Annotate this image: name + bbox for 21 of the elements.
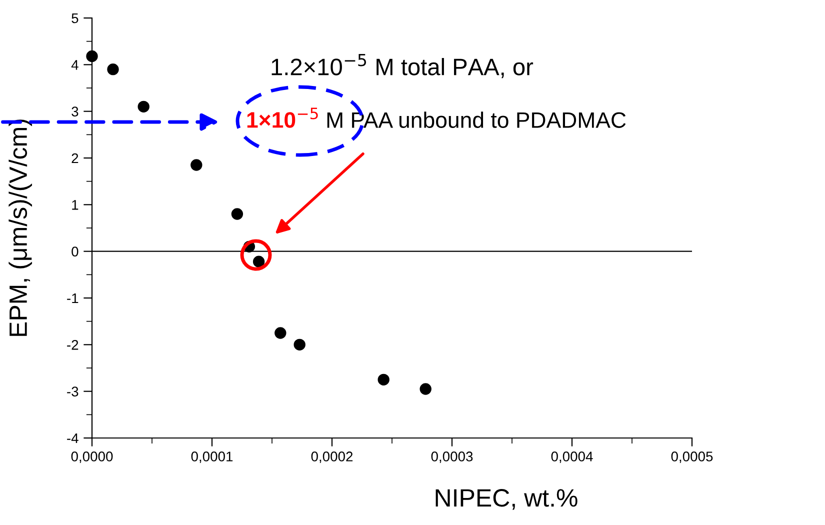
y-tick-label: -1	[67, 293, 78, 304]
x-tick-label: 0,0005	[671, 452, 713, 464]
x-tick-label: 0,0003	[431, 452, 473, 464]
y-tick-label: -3	[67, 386, 78, 397]
x-axis-title: NIPEC, wt.%	[436, 489, 578, 510]
y-tick-label: -2	[67, 340, 78, 350]
y-tick-label: 4	[71, 60, 78, 70]
annotation: 1.2×10$^{−5}$ M total PAA, or	[272, 54, 534, 78]
x-tick-label: 0,0001	[191, 452, 233, 464]
y-tick-label: -4	[67, 433, 78, 444]
y-axis-title: EPM, (μm/s)/(V/cm)	[8, 120, 32, 336]
y-tick-label: 1	[72, 200, 78, 210]
y-tick-label: 0	[72, 246, 78, 257]
y-tick-label: 3	[72, 106, 78, 117]
x-tick-label: 0,0004	[551, 452, 593, 464]
annotation: M PAA unbound to PDADMAC	[327, 112, 626, 128]
y-tick-label: 5	[72, 13, 78, 24]
annotation: 1×10$^{−5}$	[247, 108, 318, 128]
y-tick-label: 2	[72, 153, 78, 164]
x-tick-label: 0,0002	[311, 452, 353, 464]
x-tick-label: 0,0000	[71, 452, 113, 464]
